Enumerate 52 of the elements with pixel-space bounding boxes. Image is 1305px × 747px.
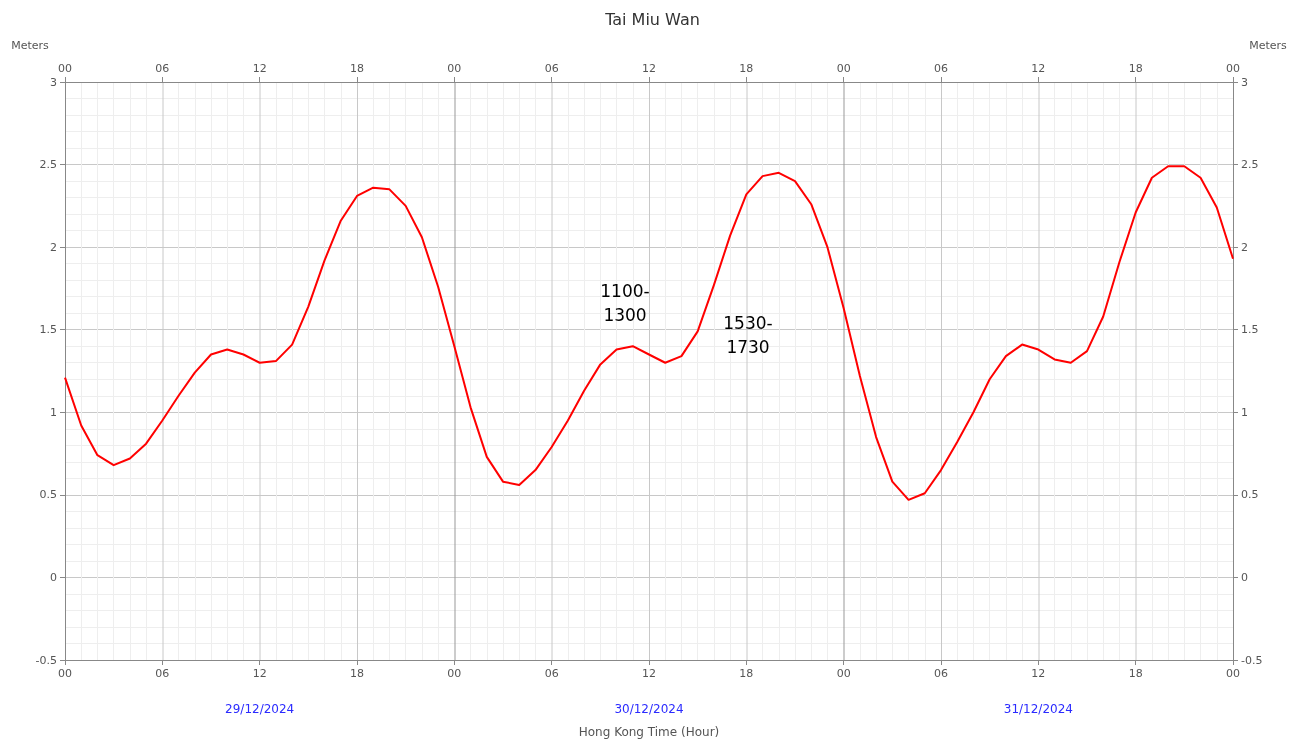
- x2-tick-label: 18: [1128, 62, 1143, 75]
- x-tick-label: 18: [350, 667, 364, 680]
- x-tick-label: 12: [252, 667, 267, 680]
- annotation: 1530- 1730: [723, 313, 773, 357]
- y2-axis-title: Meters: [1249, 39, 1288, 52]
- y2-tick-label: 2.5: [1241, 158, 1259, 172]
- y2-tick-label: 2: [1241, 240, 1248, 254]
- y-tick-label: 2.5: [39, 158, 57, 172]
- y-tick-label: 0.5: [39, 488, 57, 502]
- text: 31/12/2024: [1003, 702, 1073, 716]
- annotation: 1100- 1300: [600, 281, 650, 325]
- y2-tick-label: 0.5: [1241, 488, 1259, 502]
- x2-tick-label: 00: [58, 62, 72, 75]
- x2-tick-label: 00: [836, 62, 851, 75]
- y-tick-label: 0: [50, 570, 57, 584]
- x-tick-label: 00: [58, 667, 72, 680]
- x2-tick-label: 12: [642, 62, 656, 75]
- x-tick-label: 00: [447, 667, 462, 680]
- text: 29/12/2024: [225, 702, 295, 716]
- text: 30/12/2024: [614, 702, 684, 716]
- chart-title: Tai Miu Wan: [604, 9, 700, 29]
- x2-tick-label: 18: [350, 62, 364, 75]
- x-axis-title: Hong Kong Time (Hour): [578, 725, 720, 739]
- x-tick-label: 00: [1226, 667, 1240, 680]
- y-tick-label: 1: [50, 405, 57, 419]
- x2-tick-label: 00: [447, 62, 462, 75]
- y2-tick-label: 3: [1241, 75, 1248, 89]
- x-tick-label: 18: [1128, 667, 1143, 680]
- x-tick-label: 12: [642, 667, 656, 680]
- y-tick-label: 3: [50, 75, 57, 89]
- x-tick-label: 12: [1031, 667, 1046, 680]
- y-tick-label: 2: [50, 240, 57, 254]
- y-tick-label: -0.5: [35, 653, 57, 667]
- x2-tick-label: 00: [1226, 62, 1240, 75]
- y2-tick-label: 0: [1241, 570, 1248, 584]
- x-tick-label: 06: [934, 667, 948, 680]
- x2-tick-label: 18: [739, 62, 754, 75]
- y2-tick-label: 1.5: [1241, 323, 1259, 337]
- x2-tick-label: 06: [544, 62, 559, 75]
- x-tick-label: 18: [739, 667, 754, 680]
- x2-tick-label: 06: [155, 62, 170, 75]
- x-tick-label: 06: [155, 667, 170, 680]
- x-tick-label: 06: [544, 667, 559, 680]
- x2-tick-label: 12: [252, 62, 267, 75]
- x2-tick-label: 12: [1031, 62, 1046, 75]
- y-tick-label: 1.5: [39, 323, 57, 337]
- y2-tick-label: 1: [1241, 405, 1248, 419]
- line-series: [64, 165, 1234, 501]
- y-axis-title: Meters: [11, 39, 50, 52]
- x-tick-label: 00: [836, 667, 851, 680]
- x2-tick-label: 06: [934, 62, 948, 75]
- y2-tick-label: -0.5: [1241, 653, 1263, 667]
